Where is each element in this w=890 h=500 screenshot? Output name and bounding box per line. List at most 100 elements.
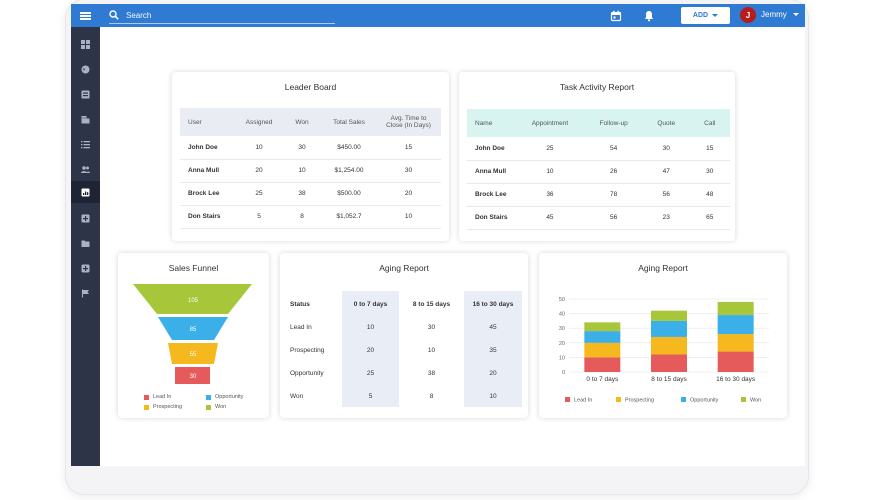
table-row[interactable]: John Doe 25 54 30 15: [467, 137, 730, 161]
table-row[interactable]: Brock Lee 25 38 $500.00 20: [180, 182, 441, 206]
search-input[interactable]: [126, 8, 326, 22]
row-label: Prospecting: [290, 347, 325, 354]
table-row[interactable]: Don Stairs 5 8 $1,052.7 10: [180, 205, 441, 229]
column-header: Won: [282, 108, 322, 136]
sidebar-item-lists[interactable]: [71, 133, 100, 155]
bar-segment-prospecting[interactable]: [584, 342, 621, 358]
task-activity-title: Task Activity Report: [559, 82, 635, 92]
funnel-stage-85[interactable]: [158, 317, 228, 340]
user-menu-chevron-icon[interactable]: [793, 13, 799, 16]
table-row[interactable]: Brock Lee 36 78 56 48: [467, 183, 730, 207]
bar-segment-opportunity[interactable]: [651, 320, 687, 337]
bar-segment-lead-in[interactable]: [651, 354, 687, 372]
bar-segment-lead-in[interactable]: [584, 357, 621, 372]
leader-board-card: Leader Board User Assigned Won Total Sal…: [172, 72, 449, 241]
sidebar: [71, 27, 100, 466]
x-tick-label: 8 to 15 days: [651, 376, 687, 383]
aging-table: Status Lead In Prospecting Opportunity W…: [290, 291, 522, 407]
table-row[interactable]: Don Stairs 45 56 23 65: [467, 206, 730, 230]
sidebar-item-contacts[interactable]: [71, 83, 100, 105]
table-cell: 10: [515, 160, 585, 184]
task-activity-table: Name Appointment Follow-up Quote Call Jo…: [467, 109, 730, 230]
leader-board-table: User Assigned Won Total Sales Avg. Time …: [180, 108, 441, 229]
y-tick-label: 30: [559, 326, 565, 332]
funnel-stage-105[interactable]: [133, 284, 252, 314]
row-name-cell: Don Stairs: [467, 206, 516, 230]
x-tick-label: 16 to 30 days: [716, 376, 756, 383]
bar-segment-opportunity[interactable]: [717, 315, 754, 335]
table-row[interactable]: Anna Mull 10 26 47 30: [467, 160, 730, 184]
legend-swatch: [681, 397, 686, 402]
contact-card-icon: [81, 90, 90, 98]
table-cell: 35: [489, 347, 497, 354]
table-cell: 30: [427, 324, 436, 331]
bar-segment-prospecting[interactable]: [717, 334, 754, 352]
aging-column-0-7: 0 to 7 days 10 20 25 5: [342, 291, 399, 407]
y-tick-label: 40: [559, 312, 565, 318]
column-header: 8 to 15 days: [412, 301, 451, 308]
legend-swatch: [741, 397, 746, 402]
row-name-cell: Anna Mull: [180, 159, 236, 183]
bar-segment-won[interactable]: [584, 322, 621, 332]
dashboard-icon: [81, 39, 90, 49]
funnel-stage-55[interactable]: [168, 343, 218, 364]
top-bar: ADD J Jemmy: [71, 4, 805, 27]
column-header: Name: [467, 109, 516, 137]
bar-segment-won[interactable]: [651, 310, 687, 321]
avatar[interactable]: J: [740, 7, 756, 23]
table-cell: 30: [642, 137, 690, 161]
table-cell: 10: [236, 136, 282, 160]
aging-table-card: Aging Report Status Lead In Prospecting …: [280, 253, 528, 418]
user-name[interactable]: Jemmy: [761, 10, 787, 19]
table-row[interactable]: Anna Mull 20 10 $1,254.00 30: [180, 159, 441, 183]
sidebar-item-globe[interactable]: [71, 58, 100, 80]
column-header: Appointment: [515, 109, 585, 137]
calendar-icon[interactable]: [610, 10, 622, 22]
search-bar: [109, 8, 335, 24]
bell-icon[interactable]: [643, 10, 655, 22]
table-cell: 10: [376, 205, 441, 229]
app-window: ADD J Jemmy: [71, 4, 805, 466]
table-cell: 10: [282, 159, 322, 183]
column-header: Total Sales: [322, 108, 376, 136]
column-header: Call: [689, 109, 730, 137]
y-tick-label: 50: [559, 297, 565, 303]
legend-label: Lead In: [153, 394, 172, 400]
table-cell: 20: [366, 347, 375, 354]
funnel-stage-label: 105: [188, 298, 199, 304]
bar-segment-prospecting[interactable]: [651, 336, 687, 355]
table-row[interactable]: John Doe 10 30 $450.00 15: [180, 136, 441, 160]
row-name-cell: Brock Lee: [467, 183, 516, 207]
bar-segment-lead-in[interactable]: [717, 351, 754, 372]
bar-segment-opportunity[interactable]: [584, 331, 621, 343]
add-button[interactable]: ADD: [681, 7, 730, 24]
sidebar-item-reports[interactable]: [71, 181, 100, 203]
legend-label: Prospecting: [625, 398, 654, 404]
sidebar-item-add-record[interactable]: [71, 207, 100, 229]
reports-icon: [81, 188, 90, 196]
sidebar-item-dashboard[interactable]: [71, 33, 100, 55]
folder-icon: [81, 240, 90, 247]
row-label: Won: [290, 393, 304, 400]
sidebar-item-folders[interactable]: [71, 232, 100, 254]
sidebar-item-users[interactable]: [71, 158, 100, 180]
table-cell: 5: [368, 393, 373, 400]
sidebar-item-flags[interactable]: [71, 282, 100, 304]
funnel-stage-30[interactable]: [175, 367, 210, 384]
legend-item-lead-in: Lead In: [144, 394, 171, 400]
sidebar-item-companies[interactable]: [71, 108, 100, 130]
y-tick-label: 0: [562, 370, 565, 376]
y-tick-label: 10: [559, 355, 565, 361]
aging-status-column: Status Lead In Prospecting Opportunity W…: [290, 291, 342, 407]
sales-funnel-title: Sales Funnel: [168, 263, 219, 273]
table-cell: 30: [376, 159, 441, 183]
table-cell: 30: [282, 136, 322, 160]
add-button-label: ADD: [692, 12, 709, 19]
legend-label: Opportunity: [690, 398, 719, 404]
menu-icon[interactable]: [71, 4, 100, 27]
table-cell: 20: [236, 159, 282, 183]
legend-swatch: [565, 397, 570, 402]
bar-segment-won[interactable]: [717, 301, 754, 316]
sidebar-item-new[interactable]: [71, 257, 100, 279]
search-icon[interactable]: [109, 10, 119, 20]
